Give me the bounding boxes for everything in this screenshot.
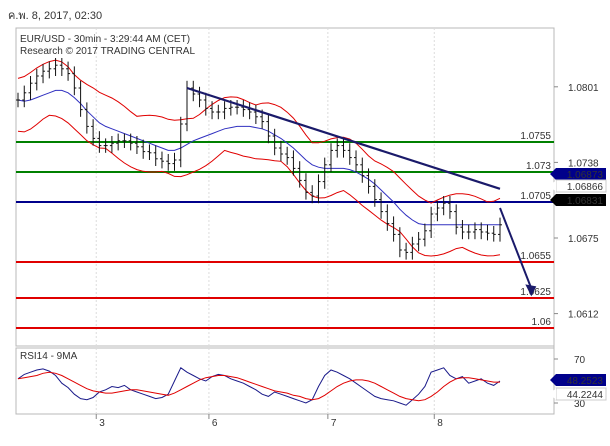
top-status-bar: ค.พ. 8, 2017, 02:30 <box>0 0 610 26</box>
level-label: 1.0755 <box>520 131 551 142</box>
rsi-tick-label: 70 <box>574 355 586 366</box>
bollinger-bands <box>17 59 501 257</box>
rsi-label: RSI14 - 9MA <box>20 351 78 362</box>
rsi-badge-pointer <box>550 388 556 400</box>
x-tick-label: 7 <box>331 418 337 429</box>
y-tick-label: 1.0675 <box>568 234 599 245</box>
level-label: 1.073 <box>526 161 551 172</box>
price-badge <box>556 194 606 206</box>
level-label: 1.0655 <box>520 251 551 262</box>
chart-title: EUR/USD - 30min - 3:29:44 AM (CET) <box>20 34 190 45</box>
price-badge <box>556 168 606 180</box>
datetime-label: ค.พ. 8, 2017, 02:30 <box>8 10 103 22</box>
rsi-badge-label: 44.2244 <box>567 390 604 401</box>
ma-line <box>17 89 500 226</box>
upper-band <box>17 59 501 204</box>
rsi-panel: 70 30 48.2523 44.2244 <box>17 355 607 410</box>
rsi-line <box>17 367 501 406</box>
rsi-badge <box>556 374 606 386</box>
level-label: 1.0705 <box>520 191 551 202</box>
level-label: 1.06 <box>532 317 552 328</box>
x-tick-label: 8 <box>437 418 443 429</box>
level-label: 1.0625 <box>520 287 551 298</box>
projection-arrow-head <box>525 284 537 297</box>
price-badge-label: 1.06831 <box>567 196 604 207</box>
rsi-badge-label: 48.2523 <box>567 376 604 387</box>
x-axis: 3 6 7 8 <box>95 414 443 429</box>
price-badge-pointer <box>550 194 556 206</box>
y-tick-label: 1.0738 <box>568 158 599 169</box>
price-badge-label: 1.06873 <box>567 170 604 181</box>
trendline <box>186 86 501 190</box>
rsi-tick-label: 30 <box>574 399 586 410</box>
rsi-ma-line <box>17 371 500 402</box>
price-badge-pointer <box>550 168 556 180</box>
y-tick-label: 1.0801 <box>568 83 599 94</box>
price-badge-pointer <box>550 180 556 192</box>
moving-average <box>17 89 500 226</box>
chart-subtitle: Research © 2017 TRADING CENTRAL <box>20 46 195 57</box>
trendline-group <box>186 86 537 297</box>
y-tick-label: 1.0612 <box>568 310 599 321</box>
x-tick-label: 6 <box>212 418 218 429</box>
rsi-badge-pointer <box>550 374 556 386</box>
x-tick-label: 3 <box>99 418 105 429</box>
projection-arrow-line <box>499 207 533 289</box>
y-axis: 1.0801 1.0738 1.0675 1.0612 <box>554 83 599 321</box>
lower-band <box>17 114 501 257</box>
price-badge-label: 1.06866 <box>567 182 604 193</box>
grid-lines <box>95 28 435 414</box>
